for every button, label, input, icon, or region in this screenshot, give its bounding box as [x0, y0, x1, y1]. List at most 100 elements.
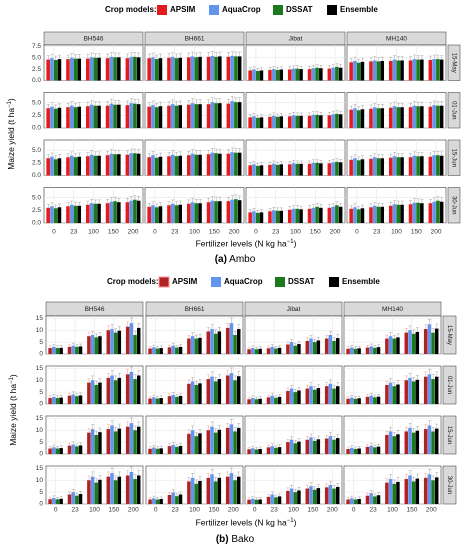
bar-dssat	[93, 203, 98, 223]
bar-dssat	[214, 56, 218, 81]
bar-ensemble	[218, 56, 222, 81]
bar-apsim	[423, 429, 428, 454]
legend-label-aquacrop: AquaCrop	[224, 277, 263, 286]
y-tick-label: 5	[39, 339, 43, 346]
bar-ensemble	[357, 499, 361, 504]
bar-dssat	[233, 380, 237, 404]
bar-ensemble	[77, 205, 82, 223]
bar-dssat	[275, 70, 280, 81]
bar-dssat	[254, 499, 259, 504]
bar-aquacrop	[69, 204, 74, 223]
caption-letter: (b)	[216, 534, 229, 545]
bar-dssat	[155, 348, 160, 354]
bar-ensemble	[117, 57, 121, 81]
bar-dssat	[113, 380, 118, 404]
legend-title: Crop models:	[107, 277, 159, 286]
bar-dssat	[94, 482, 98, 504]
legend-label-apsim: APSIM	[170, 5, 196, 14]
bar-ensemble	[136, 57, 141, 81]
bar-aquacrop	[388, 336, 393, 354]
bar-dssat	[373, 347, 377, 354]
bar-apsim	[349, 159, 353, 176]
bar-ensemble	[277, 347, 282, 354]
bar-ensemble	[158, 206, 163, 223]
bar-dssat	[234, 56, 238, 81]
bar-apsim	[268, 211, 272, 223]
bar-apsim	[67, 445, 72, 454]
date-strip	[442, 315, 457, 355]
bar-dssat	[73, 157, 78, 176]
bar-aquacrop	[90, 335, 95, 354]
variety-label: BH661	[185, 306, 205, 313]
bar-ensemble	[279, 210, 284, 223]
bar-dssat	[133, 56, 137, 81]
bar-aquacrop	[291, 68, 296, 81]
bar-aquacrop	[90, 476, 95, 504]
x-axis-label: Fertilizer levels (N kg ha−1)	[196, 238, 297, 248]
bar-aquacrop	[311, 207, 316, 223]
bar-aquacrop	[69, 155, 74, 176]
date-label: 01-Jun	[446, 376, 452, 394]
date-strip	[447, 187, 461, 224]
bar-apsim	[346, 348, 350, 354]
bar-dssat	[293, 392, 297, 404]
bar-ensemble	[198, 154, 202, 176]
bar-apsim	[125, 475, 130, 504]
panel	[43, 44, 144, 81]
bar-apsim	[248, 70, 252, 81]
bar-apsim	[349, 208, 353, 223]
bar-apsim	[105, 105, 110, 128]
x-tick-label: 200	[327, 507, 338, 514]
bar-aquacrop	[309, 486, 313, 504]
bar-dssat	[133, 479, 137, 504]
bar-aquacrop	[289, 439, 294, 454]
panel	[145, 465, 244, 505]
bar-dssat	[353, 449, 358, 454]
bar-ensemble	[360, 208, 365, 223]
bar-ensemble	[198, 337, 202, 354]
bar-aquacrop	[152, 397, 156, 404]
y-tick-label: 0.0	[32, 172, 41, 179]
bar-ensemble	[316, 340, 321, 354]
bar-dssat	[254, 349, 259, 354]
bar-dssat	[214, 153, 218, 176]
bar-aquacrop	[210, 376, 214, 404]
bar-apsim	[85, 106, 90, 128]
bar-dssat	[94, 435, 98, 454]
bar-dssat	[155, 499, 160, 504]
bar-aquacrop	[388, 479, 393, 504]
bar-aquacrop	[432, 201, 436, 223]
bar-ensemble	[98, 479, 102, 504]
bar-aquacrop	[152, 347, 156, 354]
bar-aquacrop	[289, 342, 294, 354]
bar-aquacrop	[190, 336, 195, 354]
bar-apsim	[87, 336, 91, 354]
bar-apsim	[187, 338, 191, 354]
bar-aquacrop	[309, 386, 313, 404]
bar-aquacrop	[350, 397, 354, 404]
bar-aquacrop	[110, 375, 114, 404]
x-tick-label: 0	[153, 229, 157, 236]
y-tick-label: 0	[39, 351, 43, 358]
bar-dssat	[416, 106, 420, 128]
y-tick-label: 5.0	[32, 147, 41, 154]
bar-apsim	[369, 158, 373, 176]
bar-dssat	[295, 208, 300, 223]
bar-apsim	[286, 344, 290, 354]
x-tick-label: 100	[391, 229, 402, 236]
bar-apsim	[206, 104, 211, 128]
date-strip	[442, 365, 457, 405]
bar-dssat	[295, 163, 300, 176]
bar-apsim	[385, 435, 389, 454]
bar-dssat	[436, 155, 440, 176]
bar-ensemble	[434, 328, 439, 354]
bar-ensemble	[396, 481, 400, 504]
bar-ensemble	[357, 448, 361, 454]
bar-dssat	[356, 209, 361, 223]
bar-apsim	[349, 62, 353, 81]
bar-dssat	[416, 202, 420, 223]
bar-aquacrop	[427, 425, 432, 454]
bar-ensemble	[198, 383, 202, 404]
variety-label: MH140	[386, 36, 407, 43]
bar-apsim	[105, 203, 110, 223]
